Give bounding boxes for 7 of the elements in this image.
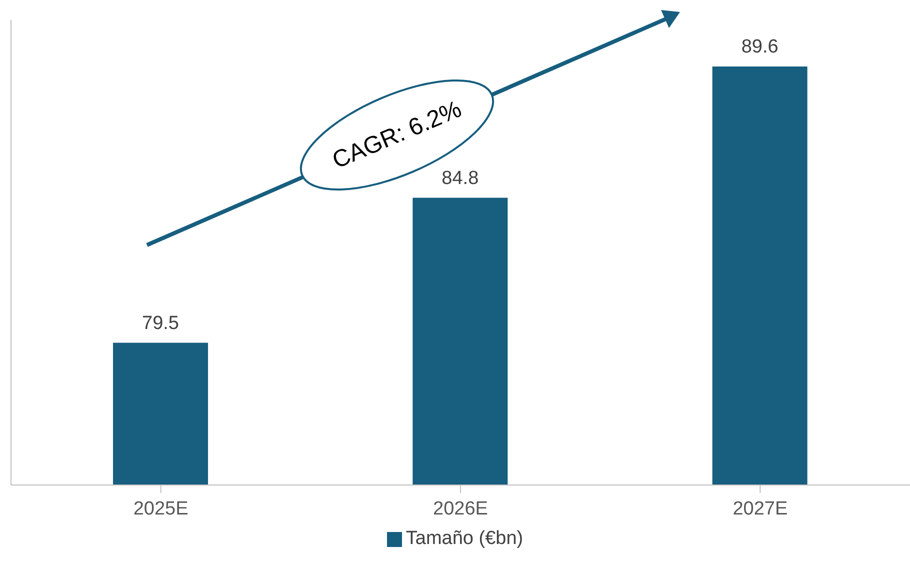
x-tick-label: 2027E: [732, 498, 788, 520]
data-label: 79.5: [142, 312, 179, 334]
x-tick-label: 2025E: [133, 498, 188, 520]
x-tick-label: 2026E: [433, 498, 488, 520]
legend-label: Tamaño (€bn): [406, 528, 524, 549]
data-label: 84.8: [442, 168, 479, 189]
data-label: 89.6: [741, 36, 778, 58]
